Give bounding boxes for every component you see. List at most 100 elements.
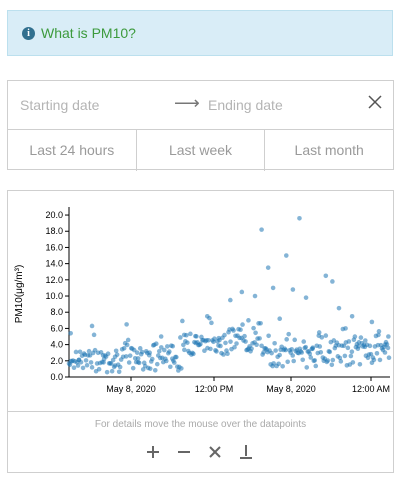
data-point[interactable] <box>223 340 228 346</box>
data-point[interactable] <box>312 358 318 363</box>
reset-icon[interactable] <box>207 444 223 460</box>
data-point[interactable] <box>88 360 94 365</box>
data-point[interactable] <box>147 366 153 371</box>
data-point[interactable] <box>83 358 89 363</box>
data-point[interactable] <box>149 356 155 362</box>
data-point[interactable] <box>71 365 77 371</box>
data-point[interactable] <box>185 340 190 345</box>
data-point[interactable] <box>152 367 158 373</box>
data-point[interactable] <box>238 327 243 333</box>
data-point[interactable] <box>198 341 203 347</box>
data-point[interactable] <box>208 346 213 352</box>
data-point[interactable] <box>336 305 342 311</box>
data-point[interactable] <box>170 343 176 349</box>
data-point[interactable] <box>123 354 129 359</box>
data-point[interactable] <box>277 316 283 321</box>
data-point[interactable] <box>91 332 97 338</box>
data-point[interactable] <box>323 273 329 279</box>
data-point[interactable] <box>249 346 254 351</box>
data-point[interactable] <box>121 345 127 351</box>
data-point[interactable] <box>234 341 239 346</box>
data-point[interactable] <box>188 331 193 337</box>
data-point[interactable] <box>231 328 236 333</box>
data-point[interactable] <box>348 353 354 359</box>
data-point[interactable] <box>181 342 186 348</box>
data-point[interactable] <box>310 346 315 351</box>
data-point[interactable] <box>257 336 262 341</box>
data-point[interactable] <box>84 362 90 368</box>
data-point[interactable] <box>251 325 256 331</box>
data-point[interactable] <box>239 289 245 295</box>
data-point[interactable] <box>228 339 233 344</box>
data-point[interactable] <box>153 341 159 347</box>
data-point[interactable] <box>165 344 170 349</box>
data-point[interactable] <box>382 350 388 355</box>
data-point[interactable] <box>350 360 356 365</box>
data-point[interactable] <box>182 347 187 353</box>
data-point[interactable] <box>202 348 207 354</box>
data-point[interactable] <box>276 361 281 367</box>
data-point[interactable] <box>325 358 331 363</box>
data-point[interactable] <box>292 337 298 343</box>
data-point[interactable] <box>303 295 309 300</box>
data-point[interactable] <box>209 320 214 326</box>
data-point[interactable] <box>356 343 362 349</box>
data-point[interactable] <box>216 335 222 341</box>
data-point[interactable] <box>272 340 277 346</box>
data-point[interactable] <box>369 319 375 325</box>
pm10-scatter-chart[interactable]: 0.0 2.0 4.0 6.0 8.0 10.0 12.0 14.0 16.0 18.0 20.0 M… <box>8 191 393 409</box>
data-point[interactable] <box>329 362 335 368</box>
data-point[interactable] <box>89 323 95 329</box>
data-point[interactable] <box>167 349 172 354</box>
data-point[interactable] <box>243 339 248 344</box>
data-point[interactable] <box>214 349 219 354</box>
data-point[interactable] <box>174 354 179 360</box>
data-point[interactable] <box>300 357 306 363</box>
data-point[interactable] <box>131 347 137 353</box>
data-point[interactable] <box>358 335 364 340</box>
data-point[interactable] <box>330 279 335 284</box>
data-point[interactable] <box>75 363 81 368</box>
data-point[interactable] <box>345 345 351 351</box>
data-point[interactable] <box>96 366 102 372</box>
data-point[interactable] <box>204 313 210 319</box>
data-point[interactable] <box>232 344 237 350</box>
data-point[interactable] <box>101 360 106 365</box>
data-point[interactable] <box>225 351 230 357</box>
data-point[interactable] <box>357 362 363 367</box>
data-point[interactable] <box>67 362 73 368</box>
data-point[interactable] <box>178 335 183 340</box>
data-point[interactable] <box>218 343 223 349</box>
data-point[interactable] <box>127 353 133 358</box>
data-point[interactable] <box>124 322 129 327</box>
data-point[interactable] <box>252 293 258 299</box>
data-point[interactable] <box>136 360 142 366</box>
data-point[interactable] <box>161 347 167 353</box>
data-point[interactable] <box>259 227 264 232</box>
data-point[interactable] <box>125 337 131 343</box>
data-point[interactable] <box>386 355 392 360</box>
data-point[interactable] <box>330 357 336 363</box>
data-point[interactable] <box>304 365 310 370</box>
data-point[interactable] <box>112 354 118 360</box>
data-point[interactable] <box>303 344 309 350</box>
data-point[interactable] <box>307 351 313 357</box>
data-point[interactable] <box>228 297 233 303</box>
data-point[interactable] <box>89 365 95 370</box>
data-point[interactable] <box>222 332 227 338</box>
end-date-input[interactable]: Ending date <box>208 97 283 113</box>
data-point[interactable] <box>290 287 296 292</box>
data-point[interactable] <box>86 348 92 354</box>
data-point[interactable] <box>140 367 146 372</box>
data-point[interactable] <box>154 361 160 367</box>
data-point[interactable] <box>266 333 271 339</box>
data-point[interactable] <box>313 363 319 369</box>
last-week-button[interactable]: Last week <box>137 130 266 171</box>
data-point[interactable] <box>386 334 391 339</box>
data-point[interactable] <box>76 357 82 363</box>
data-point[interactable] <box>277 352 282 358</box>
data-point[interactable] <box>254 342 259 348</box>
data-point[interactable] <box>308 355 314 360</box>
data-point[interactable] <box>371 357 377 363</box>
data-point[interactable] <box>280 363 285 369</box>
